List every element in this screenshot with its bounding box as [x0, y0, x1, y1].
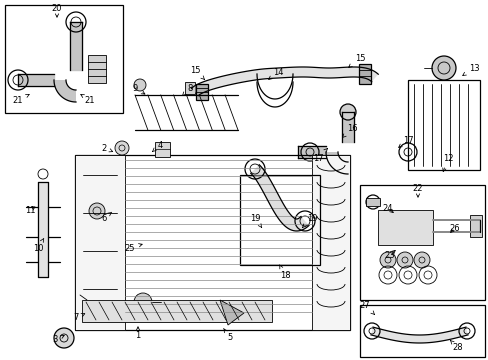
- Text: 23: 23: [384, 251, 394, 260]
- Text: 20: 20: [52, 4, 62, 17]
- Circle shape: [115, 141, 129, 155]
- Bar: [407, 80, 479, 170]
- Text: 26: 26: [449, 224, 459, 233]
- Text: 4: 4: [152, 140, 163, 152]
- Text: 10: 10: [33, 238, 44, 252]
- Polygon shape: [191, 67, 378, 95]
- Text: 1: 1: [135, 327, 141, 341]
- Text: 25: 25: [124, 243, 142, 252]
- Bar: [240, 175, 319, 265]
- Bar: [82, 300, 271, 322]
- Circle shape: [379, 252, 395, 268]
- Circle shape: [134, 79, 146, 91]
- Circle shape: [54, 328, 74, 348]
- Bar: [196, 84, 207, 100]
- Text: 3: 3: [52, 336, 64, 345]
- Polygon shape: [250, 165, 308, 231]
- Text: 18: 18: [279, 265, 290, 279]
- Bar: [359, 305, 484, 357]
- Text: 15: 15: [189, 66, 204, 80]
- Circle shape: [339, 104, 355, 120]
- Circle shape: [413, 252, 429, 268]
- Circle shape: [89, 203, 105, 219]
- Polygon shape: [325, 152, 347, 174]
- Text: 15: 15: [348, 54, 365, 67]
- Text: 9: 9: [132, 84, 144, 94]
- Text: 2: 2: [101, 144, 112, 153]
- Text: 8: 8: [182, 84, 192, 96]
- Text: 21: 21: [81, 94, 95, 104]
- Circle shape: [431, 56, 455, 80]
- Polygon shape: [220, 300, 244, 325]
- Text: 17: 17: [398, 135, 412, 148]
- Bar: [377, 210, 432, 245]
- Circle shape: [396, 252, 412, 268]
- Circle shape: [134, 293, 152, 311]
- Text: 27: 27: [359, 301, 374, 315]
- Bar: [155, 142, 170, 157]
- Bar: [359, 185, 484, 300]
- Text: 13: 13: [462, 63, 478, 76]
- Text: 12: 12: [442, 153, 452, 172]
- Text: 19: 19: [249, 213, 261, 228]
- Text: 11: 11: [25, 206, 35, 215]
- Text: 24: 24: [382, 203, 392, 213]
- Bar: [184, 82, 195, 94]
- Bar: [469, 215, 481, 237]
- Text: 17: 17: [312, 149, 327, 162]
- Text: 19: 19: [302, 213, 317, 228]
- Bar: [75, 155, 349, 330]
- Bar: [5, 5, 123, 113]
- Text: 28: 28: [449, 341, 462, 352]
- Polygon shape: [54, 80, 76, 102]
- Polygon shape: [370, 327, 467, 343]
- Bar: [88, 55, 106, 83]
- Text: 14: 14: [268, 68, 283, 80]
- Text: 21: 21: [13, 94, 29, 104]
- Bar: [365, 198, 379, 206]
- Text: 22: 22: [412, 184, 423, 197]
- Bar: [75, 155, 125, 330]
- Text: 6: 6: [101, 212, 111, 222]
- Bar: [311, 155, 349, 330]
- Bar: [358, 64, 370, 84]
- Text: 16: 16: [342, 123, 357, 138]
- Text: 7: 7: [73, 314, 84, 323]
- Text: 5: 5: [223, 328, 232, 342]
